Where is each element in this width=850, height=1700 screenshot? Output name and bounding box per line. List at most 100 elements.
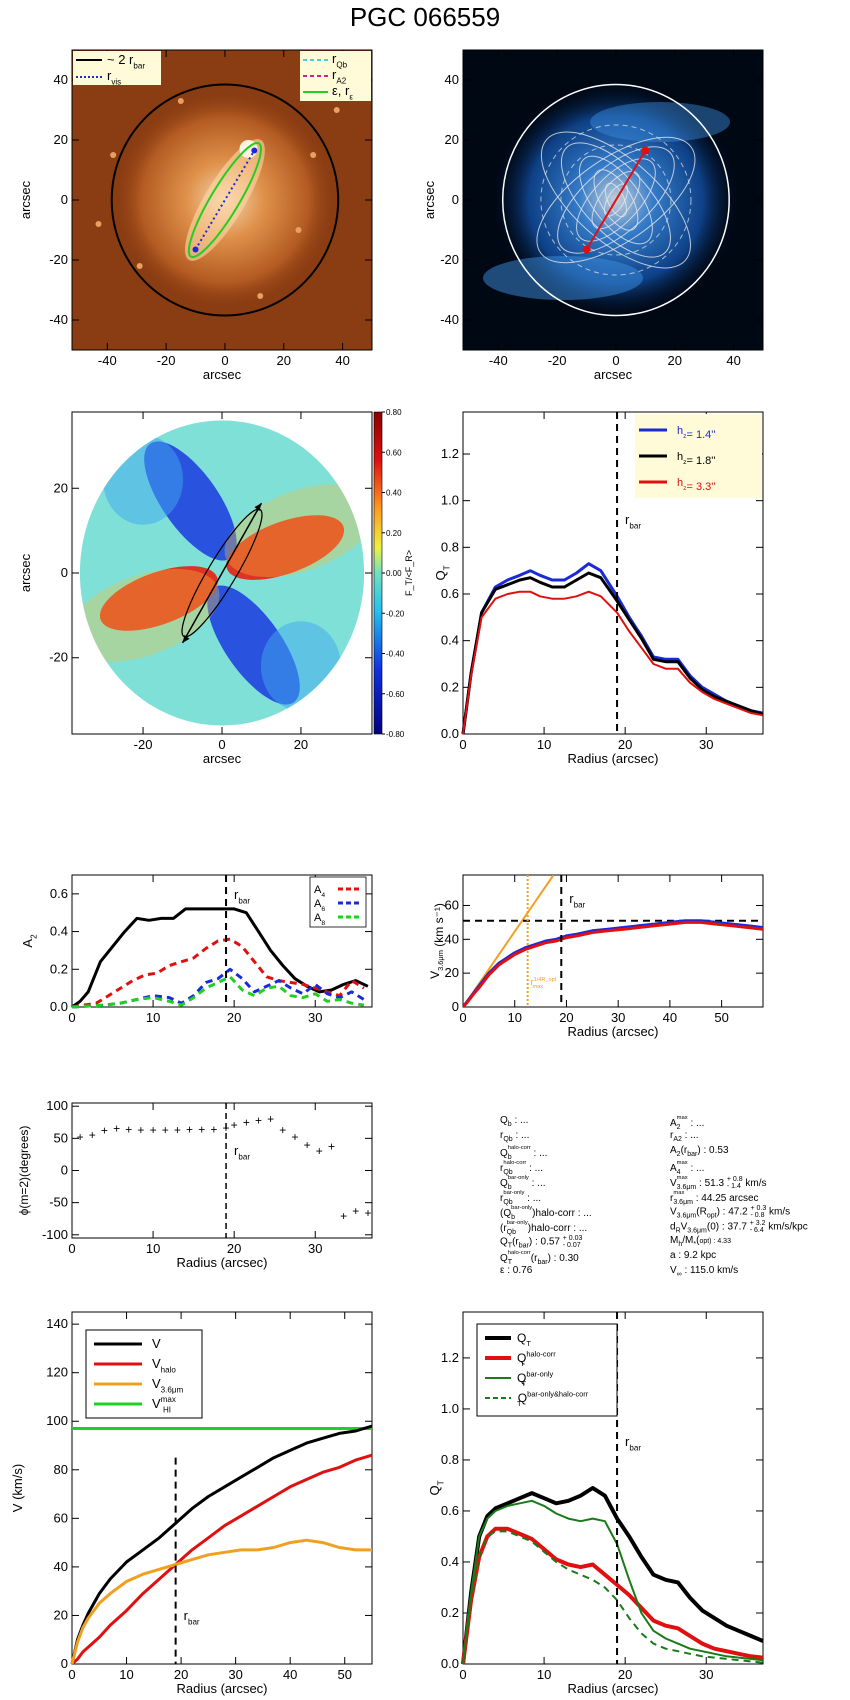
stat-Vinf: V∞ : 115.0 km/s	[670, 1265, 739, 1278]
qt-correction-series-line	[462, 1499, 764, 1665]
x-tick-label: 30	[699, 1667, 713, 1682]
y-tick-label: 0.6	[441, 586, 459, 601]
y-tick-label: -100	[42, 1227, 68, 1242]
x-tick-label: 30	[308, 1010, 322, 1025]
stat-Qb_barhalo: (Qbar-only b)halo-corr : ...	[500, 1205, 592, 1222]
x-tick-label: 0	[221, 353, 228, 368]
axes-frame	[71, 1311, 373, 1665]
x-tick-label: 50	[714, 1010, 728, 1025]
y-tick-label: -50	[49, 1195, 68, 1210]
y-tick-label: 20	[445, 132, 459, 147]
phase-point: +	[89, 1128, 96, 1142]
contour-panel: -40 -20 0 20 40 -40 -20 0 20 40 arcsec arcsec	[425, 49, 764, 382]
x-tick-label: 10	[146, 1010, 160, 1025]
y-axis-label: ϕ(m=2)(degrees)	[17, 1126, 31, 1216]
phase-point: +	[125, 1122, 132, 1136]
legend-label: V	[152, 1336, 161, 1351]
legend-label: hz= 1.4''	[677, 425, 716, 441]
axes-frame	[462, 411, 764, 735]
y-axis-label: V (km/s)	[10, 1464, 25, 1512]
x-tick-label: 20	[294, 737, 308, 752]
bar-circle	[501, 83, 730, 317]
negative-halo	[260, 621, 341, 712]
qt-correction-series-line	[461, 1526, 764, 1665]
y-tick-label: 0.0	[50, 999, 68, 1014]
y-tick-label: 0	[61, 565, 68, 580]
x-tick-label: 40	[335, 353, 349, 368]
phase-point: +	[113, 1122, 120, 1136]
phase-point: +	[328, 1140, 335, 1154]
ratio-map-image	[79, 420, 365, 726]
axes-frame	[71, 874, 373, 1008]
y-tick-label: 100	[46, 1098, 68, 1113]
ratio-map-panel: -20 0 20 -20 0 20 arcsec arcsec 0.80 0.60 0.40 0.20…	[18, 408, 414, 766]
phase-point: +	[243, 1115, 250, 1129]
x-tick-label: 0	[612, 353, 619, 368]
x-tick-label: 20	[618, 1667, 632, 1682]
contour-line	[578, 155, 653, 245]
legend-label: hz= 1.8''	[677, 451, 716, 467]
x-tick-label: 20	[227, 1010, 241, 1025]
y-tick-label: -20	[440, 252, 459, 267]
y-axis-label: V3.6μm (km s⁻¹)	[428, 903, 446, 979]
phase-point: +	[231, 1118, 238, 1132]
axes-frame	[462, 1311, 764, 1665]
rotation-curve-panel: 0 10 20 30 40 50 0 20 40 60 80 100 120 140 Radius (arc…	[10, 1311, 373, 1696]
x-tick-label: 40	[283, 1667, 297, 1682]
colorbar-tick-label: -0.20	[386, 609, 405, 618]
y-tick-label: -20	[49, 650, 68, 665]
x-tick-label: 40	[663, 1010, 677, 1025]
y-tick-label: 0.8	[441, 539, 459, 554]
negative-halo	[103, 434, 184, 525]
bar-arrow-head	[182, 634, 190, 643]
contour-line-dashed	[540, 124, 692, 276]
qt-series-line	[461, 562, 764, 735]
positive-lobe	[226, 515, 345, 580]
y-tick-label: 40	[445, 72, 459, 87]
x-tick-label: 30	[228, 1667, 242, 1682]
x-tick-label: 30	[699, 737, 713, 752]
x-tick-label: 0	[459, 1010, 466, 1025]
stat-A2rbar: A2(rbar) : 0.53	[670, 1145, 729, 1158]
y-tick-label: 60	[445, 897, 459, 912]
stat-Qb_halo: Qhalo-corr b : ...	[500, 1145, 548, 1162]
y-tick-label: 40	[54, 72, 68, 87]
bar-end-marker	[251, 147, 258, 154]
legend-label: ε, rε	[332, 83, 353, 102]
legend-label: A8	[314, 912, 325, 927]
qt-series-line	[461, 571, 764, 735]
ellipse-fit	[187, 141, 262, 259]
qt-scaleheight-panel: 0 10 20 30 0.0 0.2 0.4 0.6 0.8 1.0 1.2 Radius (arcs…	[433, 411, 764, 766]
velocity-series-line	[463, 919, 763, 1007]
y-tick-label: 0.8	[441, 1452, 459, 1467]
spiral-arm	[590, 102, 731, 142]
legend-label: Qbar-only T	[517, 1370, 553, 1389]
stat-rmax: rmax 3.6μm : 44.25 arcsec	[670, 1190, 759, 1207]
x-axis-label: Radius (arcsec)	[567, 751, 658, 766]
rbar-label: rbar	[184, 1608, 200, 1627]
phase-point: +	[162, 1123, 169, 1137]
phase-point: +	[340, 1209, 347, 1223]
y-tick-label: 20	[445, 965, 459, 980]
colorbar-tick-label: -0.80	[386, 730, 405, 739]
stat-Vmax: Vmax 3.6μm : 51.3 + 0.8- 1.4 km/s	[670, 1175, 767, 1192]
stat-rA2: rA2 : ...	[670, 1130, 699, 1143]
bar-end-marker	[582, 245, 591, 254]
x-tick-label: 0	[218, 737, 225, 752]
bar-end-marker	[192, 246, 199, 253]
x-axis-label: arcsec	[594, 367, 633, 382]
contour-line	[593, 169, 639, 231]
x-tick-label: 20	[668, 353, 682, 368]
y-tick-label: 1.0	[441, 1401, 459, 1416]
star-dot	[310, 152, 317, 158]
x-tick-label: 0	[459, 1667, 466, 1682]
y-tick-label: 40	[445, 931, 459, 946]
legend-label: ~ 2 rbar	[107, 52, 145, 71]
contour-line	[576, 158, 656, 242]
contour-line	[540, 131, 691, 269]
contour-line	[536, 136, 696, 264]
x-tick-label: 20	[227, 1241, 241, 1256]
x-tick-label: -20	[548, 353, 567, 368]
x-tick-label: 10	[537, 737, 551, 752]
